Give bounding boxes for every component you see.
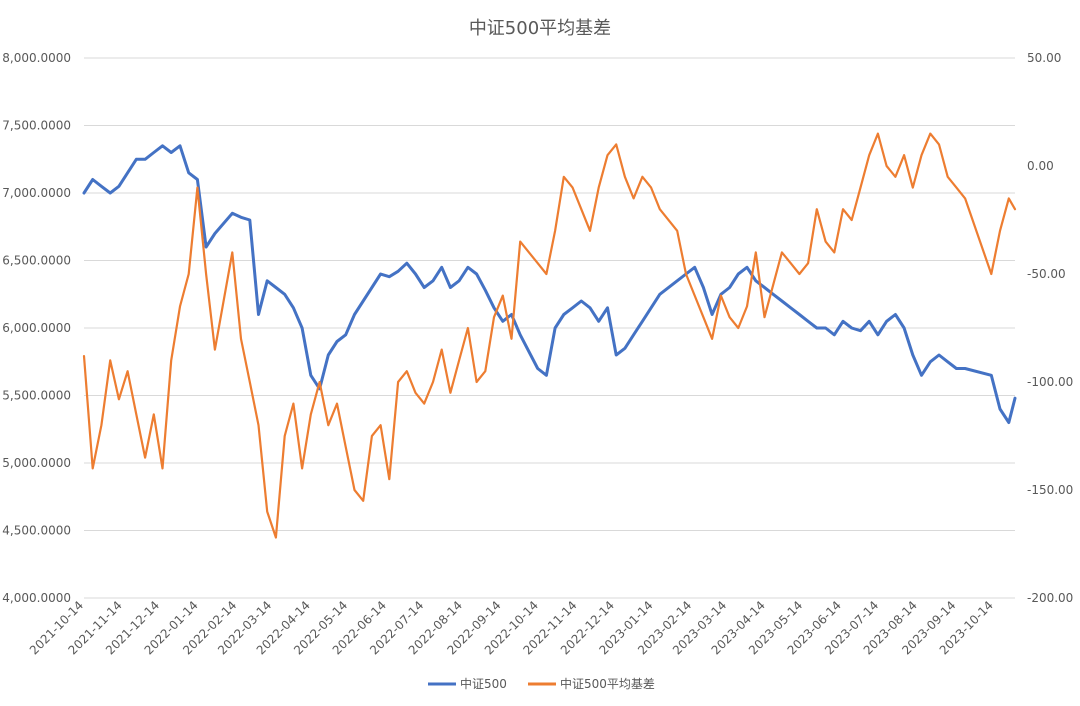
y-left-tick-label: 7,000.0000 — [2, 186, 71, 200]
y-left-tick-label: 5,500.0000 — [2, 389, 71, 403]
legend: 中证500 中证500平均基差 — [428, 676, 655, 691]
y-left-tick-label: 6,000.0000 — [2, 321, 71, 335]
y-left-tick-label: 4,500.0000 — [2, 524, 71, 538]
y-right-tick-label: -150.00 — [1027, 483, 1073, 497]
right-axis: -200.00 -150.00 -100.00 -50.00 0.00 50.00 — [1027, 51, 1073, 605]
chart-title: 中证500平均基差 — [469, 18, 611, 39]
y-left-tick-label: 8,000.0000 — [2, 51, 71, 65]
y-right-tick-label: -50.00 — [1027, 267, 1066, 281]
y-left-tick-label: 6,500.0000 — [2, 254, 71, 268]
series-line-0 — [82, 144, 1017, 424]
y-left-tick-label: 5,000.0000 — [2, 456, 71, 470]
y-right-tick-label: 0.00 — [1027, 159, 1054, 173]
legend-label-1: 中证500平均基差 — [560, 676, 655, 691]
y-left-tick-label: 7,500.0000 — [2, 119, 71, 133]
x-axis: 2021-10-142021-11-142021-12-142022-01-14… — [27, 598, 996, 657]
left-axis: 4,000.0000 4,500.0000 5,000.0000 5,500.0000… — [2, 51, 71, 605]
series-line-1 — [82, 132, 1017, 539]
series-layer — [82, 132, 1017, 539]
legend-label-0: 中证500 — [460, 676, 507, 691]
y-right-tick-label: -200.00 — [1027, 591, 1073, 605]
y-right-tick-label: -100.00 — [1027, 375, 1073, 389]
y-left-tick-label: 4,000.0000 — [2, 591, 71, 605]
y-right-tick-label: 50.00 — [1027, 51, 1061, 65]
